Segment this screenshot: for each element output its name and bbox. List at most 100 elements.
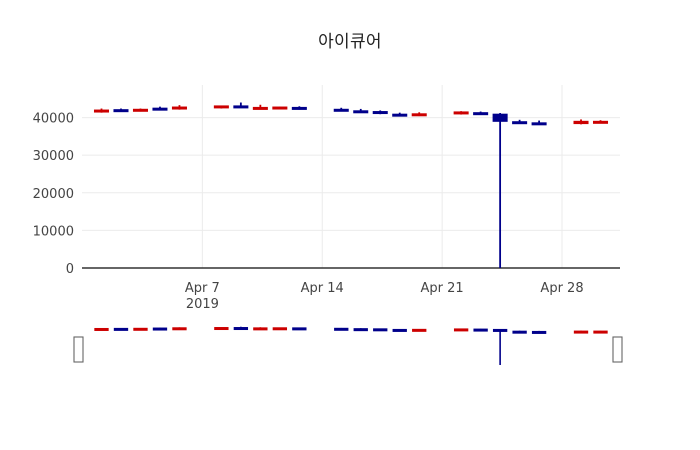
candlestick[interactable] bbox=[453, 328, 469, 332]
range-slider-left-handle[interactable] bbox=[73, 336, 84, 363]
candlestick[interactable] bbox=[593, 330, 608, 334]
candlestick[interactable] bbox=[531, 120, 547, 126]
candlestick[interactable] bbox=[573, 330, 589, 334]
candlestick[interactable] bbox=[531, 330, 547, 334]
candlestick[interactable] bbox=[473, 328, 488, 332]
candlestick-body bbox=[453, 328, 469, 332]
x-axis-tick-label: Apr 7 bbox=[185, 281, 220, 296]
candlestick[interactable] bbox=[93, 108, 110, 113]
candlestick-body bbox=[93, 109, 110, 113]
x-axis-tick-label: Apr 28 bbox=[540, 281, 583, 296]
candlestick-body bbox=[253, 327, 268, 331]
candlestick[interactable] bbox=[333, 107, 349, 112]
candlestick-body bbox=[172, 327, 187, 331]
candlestick-body bbox=[213, 105, 229, 109]
candlestick[interactable] bbox=[334, 327, 349, 331]
candlestick[interactable] bbox=[152, 327, 168, 331]
candlestick[interactable] bbox=[152, 106, 168, 111]
candlestick-body bbox=[392, 113, 408, 117]
candlestick-body bbox=[592, 120, 609, 124]
candlestick[interactable] bbox=[113, 108, 129, 113]
range-slider-right-handle[interactable] bbox=[612, 336, 623, 363]
candlestick-body bbox=[152, 327, 168, 331]
candlestick-body bbox=[492, 113, 508, 122]
candlestick-body bbox=[453, 111, 469, 115]
horizontal-gridlines bbox=[82, 117, 620, 231]
x-axis-tick-labels: Apr 7 Apr 14 Apr 21 Apr 28 2019 bbox=[185, 281, 584, 312]
candlestick-body bbox=[233, 105, 249, 109]
candlestick-body bbox=[133, 327, 148, 331]
candlestick-body bbox=[531, 122, 547, 126]
candlestick-body bbox=[473, 328, 488, 332]
candlestick-body bbox=[573, 120, 589, 125]
candlestick-body bbox=[392, 328, 407, 332]
candlestick[interactable] bbox=[412, 328, 427, 332]
candlestick-body bbox=[372, 111, 388, 115]
candlestick[interactable] bbox=[213, 105, 229, 109]
y-axis-tick-label: 0 bbox=[66, 262, 74, 277]
candlestick-body bbox=[171, 106, 187, 110]
candlestick[interactable] bbox=[473, 111, 489, 116]
candlestick[interactable] bbox=[113, 327, 129, 331]
candlestick-body bbox=[353, 328, 368, 332]
x-axis-year-label: 2019 bbox=[186, 297, 219, 312]
candlestick[interactable] bbox=[291, 106, 307, 110]
candlestick[interactable] bbox=[233, 326, 249, 331]
candlestick-series[interactable] bbox=[93, 102, 609, 268]
candlestick-body bbox=[94, 327, 109, 331]
candlestick-body bbox=[292, 327, 307, 331]
candlestick[interactable] bbox=[573, 119, 589, 125]
candlestick[interactable] bbox=[512, 119, 528, 125]
range-slider-series bbox=[94, 326, 608, 365]
candlestick[interactable] bbox=[373, 328, 388, 332]
range-slider[interactable] bbox=[73, 326, 623, 365]
candlestick[interactable] bbox=[171, 105, 187, 110]
y-axis-tick-label: 30000 bbox=[33, 149, 74, 164]
candlestick[interactable] bbox=[132, 108, 148, 112]
candlestick-body bbox=[233, 327, 249, 331]
candlestick-body bbox=[132, 108, 148, 112]
candlestick-body bbox=[272, 327, 288, 331]
candlestick-body bbox=[512, 330, 527, 334]
candlestick[interactable] bbox=[272, 106, 288, 110]
candlestick[interactable] bbox=[512, 330, 527, 334]
candlestick[interactable] bbox=[372, 110, 388, 115]
candlestick-body bbox=[412, 328, 427, 332]
candlestick-body bbox=[353, 110, 369, 114]
y-axis-tick-labels: 0 10000 20000 30000 40000 bbox=[33, 112, 74, 277]
candlestick[interactable] bbox=[353, 108, 369, 114]
y-axis-tick-label: 20000 bbox=[33, 187, 74, 202]
candlestick-body bbox=[333, 108, 349, 112]
candlestick[interactable] bbox=[253, 327, 268, 331]
y-axis-tick-label: 10000 bbox=[33, 224, 74, 239]
candlestick-body bbox=[113, 109, 129, 113]
candlestick-body bbox=[492, 328, 508, 332]
candlestick[interactable] bbox=[272, 327, 288, 331]
candlestick[interactable] bbox=[292, 327, 307, 331]
candlestick-body bbox=[473, 112, 489, 116]
candlestick[interactable] bbox=[133, 327, 148, 331]
candlestick[interactable] bbox=[392, 328, 407, 332]
candlestick[interactable] bbox=[172, 327, 187, 331]
candlestick[interactable] bbox=[214, 327, 229, 331]
candlestick[interactable] bbox=[353, 328, 368, 332]
candlestick[interactable] bbox=[252, 104, 268, 110]
candlestick-body bbox=[291, 106, 307, 110]
candlestick[interactable] bbox=[94, 327, 109, 331]
candlestick[interactable] bbox=[411, 112, 427, 117]
y-axis-tick-label: 40000 bbox=[33, 112, 74, 127]
candlestick[interactable] bbox=[492, 113, 508, 268]
candlestick[interactable] bbox=[492, 328, 508, 365]
x-axis-tick-label: Apr 21 bbox=[421, 281, 464, 296]
candlestick-body bbox=[373, 328, 388, 332]
chart-title: 아이큐어 bbox=[318, 32, 382, 52]
candlestick[interactable] bbox=[233, 102, 249, 109]
vertical-gridlines bbox=[201, 85, 563, 268]
candlestick-body bbox=[512, 121, 528, 125]
candlestick[interactable] bbox=[453, 111, 469, 115]
candlestick-body bbox=[593, 330, 608, 334]
candlestick[interactable] bbox=[592, 120, 609, 124]
candlestick[interactable] bbox=[392, 112, 408, 117]
